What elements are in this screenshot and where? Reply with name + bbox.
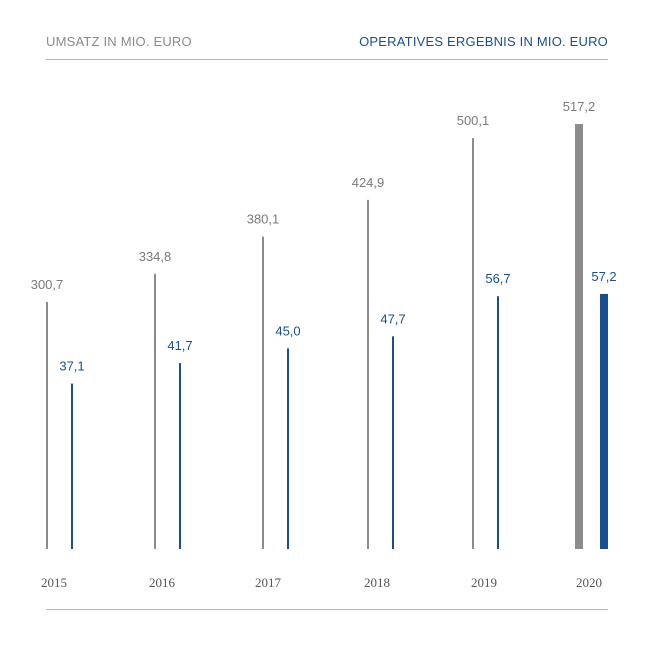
ergebnis-bar-2018 (392, 336, 394, 549)
umsatz-label-2019: 500,1 (457, 113, 490, 128)
ergebnis-label-2020: 57,2 (591, 269, 616, 284)
ergebnis-bar-2019 (497, 296, 499, 549)
year-label-2019: 2019 (471, 575, 497, 590)
umsatz-bar-2020 (575, 124, 583, 549)
ergebnis-label-2018: 47,7 (380, 311, 405, 326)
umsatz-label-2016: 334,8 (139, 249, 172, 264)
umsatz-bar-2016 (154, 273, 156, 549)
ergebnis-label-2016: 41,7 (167, 338, 192, 353)
year-label-2020: 2020 (576, 575, 602, 590)
umsatz-bar-2019 (472, 138, 474, 549)
umsatz-bar-2015 (46, 301, 48, 549)
ergebnis-label-2015: 37,1 (59, 359, 84, 374)
umsatz-label-2015: 300,7 (31, 277, 64, 292)
umsatz-bar-2017 (262, 236, 264, 549)
chart-header: UMSATZ IN MIO. EURO OPERATIVES ERGEBNIS … (46, 30, 608, 60)
ergebnis-label-2017: 45,0 (275, 323, 300, 338)
bottom-divider (46, 609, 608, 610)
umsatz-label-2020: 517,2 (563, 99, 596, 114)
umsatz-bar-2018 (367, 199, 369, 550)
year-label-2016: 2016 (149, 575, 176, 590)
year-label-2018: 2018 (364, 575, 390, 590)
ergebnis-label-2019: 56,7 (485, 271, 510, 286)
ergebnis-bar-2016 (179, 363, 181, 549)
umsatz-label-2017: 380,1 (247, 212, 280, 227)
year-label-2015: 2015 (41, 575, 67, 590)
ergebnis-bar-2020 (600, 294, 608, 549)
ergebnis-bar-2017 (287, 348, 289, 549)
umsatz-label-2018: 424,9 (352, 175, 385, 190)
umsatz-title: UMSATZ IN MIO. EURO (46, 34, 192, 49)
ergebnis-title: OPERATIVES ERGEBNIS IN MIO. EURO (359, 34, 608, 49)
ergebnis-bar-2015 (71, 383, 73, 549)
year-label-2017: 2017 (255, 575, 282, 590)
top-divider (46, 59, 608, 60)
